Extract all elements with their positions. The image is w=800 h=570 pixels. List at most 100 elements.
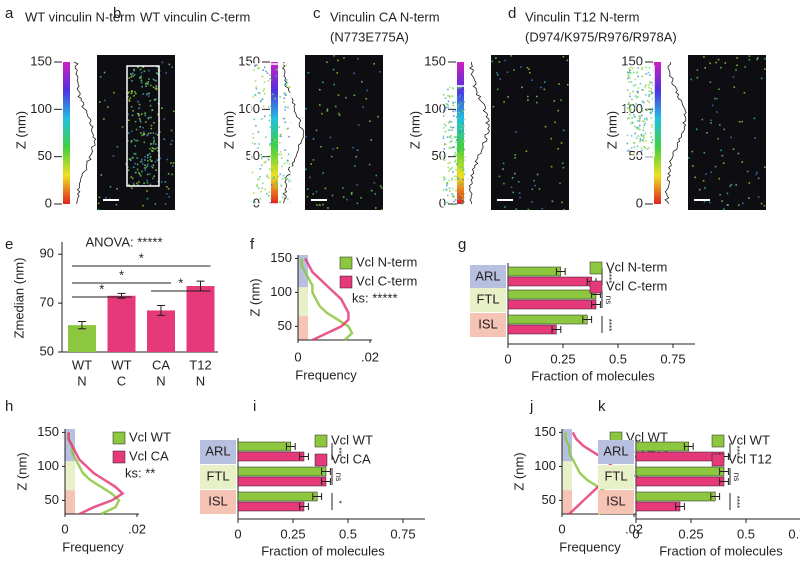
image-speck [322,172,324,174]
image-speck [146,165,149,167]
x-tick-label: 0 [294,349,301,364]
image-speck [450,147,453,149]
image-speck [268,191,270,193]
image-speck [275,181,277,184]
image-speck [630,72,632,74]
legend-swatch [112,431,126,445]
image-speck [131,114,134,117]
image-speck [315,190,318,193]
image-speck [651,126,653,128]
image-speck [133,95,135,97]
image-speck [136,168,139,171]
image-speck [356,202,359,205]
image-speck [448,129,451,131]
image-speck [331,194,334,197]
image-speck [259,197,262,200]
image-speck [134,145,137,147]
image-speck [507,96,509,98]
image-speck [561,162,564,164]
image-speck [496,88,499,91]
image-speck [647,100,649,102]
image-speck [626,107,629,109]
legend-swatch [589,280,603,294]
sig-label: *** [334,447,343,456]
sig-label: * [119,267,124,282]
category-box [598,490,634,514]
image-speck [257,147,259,149]
image-speck [128,119,130,122]
image-speck [639,128,641,131]
image-speck [630,108,632,111]
image-speck [279,96,281,98]
image-speck [134,162,136,165]
x-tick-label: 0 [61,521,68,536]
image-speck [147,132,150,135]
image-speck [640,133,643,136]
legend-swatch [112,450,126,464]
image-speck [374,193,377,195]
image-speck [283,191,286,194]
image-speck [287,198,289,200]
image-speck [281,178,284,180]
image-speck [342,196,345,198]
image-speck [116,146,119,148]
image-speck [451,167,453,169]
panel-letter: h [5,398,13,415]
image-speck [626,117,629,120]
image-speck [279,173,281,176]
image-speck [531,188,534,191]
image-speck [543,88,546,91]
image-speck [449,190,451,192]
image-speck [456,117,459,119]
y-tick-label: 100 [621,101,643,116]
image-speck [442,137,445,140]
image-speck [274,139,277,141]
image-speck [170,129,173,132]
image-speck [144,159,146,161]
image-speck [146,134,148,137]
image-speck [633,114,635,116]
image-speck [456,164,458,166]
y-axis-label: Z (nm) [407,111,422,149]
image-speck [705,173,707,175]
image-speck [286,159,289,162]
image-speck [172,165,174,167]
image-speck [444,143,446,145]
image-speck [166,186,168,188]
image-speck [447,106,450,109]
image-speck [627,75,630,78]
image-speck [170,162,172,164]
image-speck [736,64,738,67]
image-speck [133,184,135,186]
image-speck [449,120,451,123]
image-speck [136,157,139,159]
image-speck [136,139,139,142]
image-speck [696,76,699,79]
image-speck [257,178,259,181]
image-speck [127,95,129,98]
image-speck [450,140,453,142]
image-speck [454,151,457,154]
sig-label: **** [604,319,613,331]
x-tick-label: T12 [189,357,211,372]
image-speck [442,179,444,182]
image-speck [148,153,151,155]
image-speck [648,101,651,104]
bar [635,491,716,502]
image-speck [284,109,286,111]
image-speck [130,76,133,78]
zone-band [562,490,572,514]
image-speck [280,153,282,156]
image-speck [451,193,453,195]
image-speck [695,128,698,131]
image-speck [710,171,712,173]
image-speck [138,113,140,116]
image-speck [464,173,466,176]
image-speck [257,131,260,133]
image-speck [756,171,758,174]
image-speck [366,89,369,92]
image-speck [127,92,129,94]
image-speck [451,87,454,89]
image-speck [269,78,271,80]
image-speck [496,71,498,74]
